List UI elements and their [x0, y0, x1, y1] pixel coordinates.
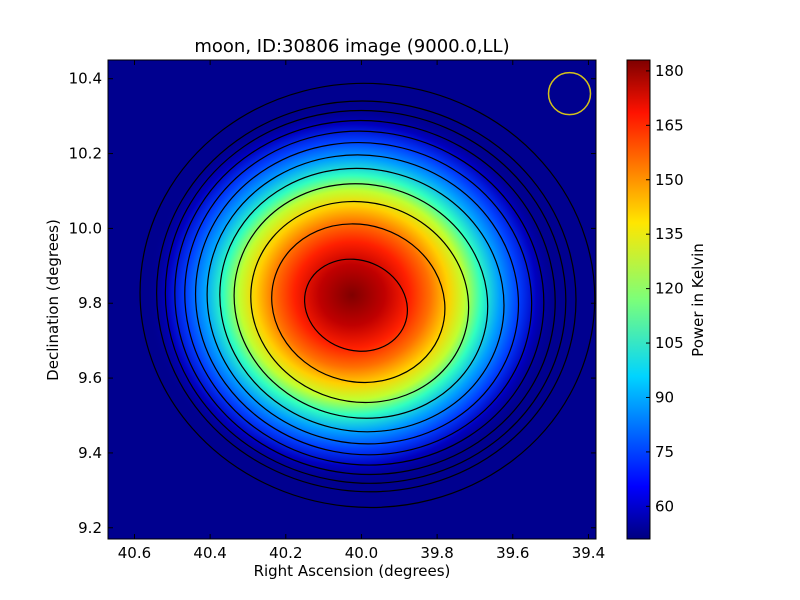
- contour-line: [184, 130, 545, 466]
- contour-line: [194, 141, 533, 456]
- contour-line: [303, 258, 409, 352]
- x-axis-label: Right Ascension (degrees): [254, 562, 451, 580]
- x-tick-label: 39.4: [572, 544, 605, 562]
- y-axis-ticks: 9.2 9.4 9.6 9.8 10.0 10.2 10.4: [69, 70, 596, 537]
- contour-line: [164, 109, 567, 484]
- plot-frame: [107, 59, 597, 540]
- colorbar: 60 75 90 105 120 135 150 165 180 Power in Kelvin: [626, 59, 707, 540]
- plot-area: [107, 59, 597, 540]
- y-tick-label: 9.2: [78, 519, 102, 537]
- colorbar-gradient: [626, 59, 651, 540]
- x-axis-ticks: 40.6 40.4 40.2 40.0 39.8 39.6 39.4: [118, 60, 605, 562]
- colorbar-ticks: 60 75 90 105 120 135 150 165 180: [646, 62, 684, 515]
- contour-line: [139, 82, 596, 509]
- x-tick-label: 39.6: [496, 544, 529, 562]
- chart-title: moon, ID:30806 image (9000.0,LL): [194, 36, 509, 57]
- x-tick-label: 40.4: [193, 544, 226, 562]
- colorbar-tick-label: 105: [655, 334, 684, 352]
- x-tick-label: 40.0: [345, 544, 378, 562]
- colorbar-tick-label: 165: [655, 116, 684, 134]
- colorbar-tick-label: 60: [655, 497, 674, 515]
- y-tick-label: 9.6: [78, 369, 102, 387]
- y-tick-label: 9.4: [78, 444, 102, 462]
- colorbar-tick-label: 150: [655, 171, 684, 189]
- x-tick-label: 39.8: [420, 544, 453, 562]
- contour-line: [174, 119, 556, 476]
- contour-line: [233, 183, 489, 419]
- contour-line: [271, 223, 446, 384]
- colorbar-tick-label: 75: [655, 443, 674, 461]
- y-tick-label: 9.8: [78, 294, 102, 312]
- colorbar-tick-label: 180: [655, 62, 684, 80]
- colorbar-tick-label: 135: [655, 225, 684, 243]
- colorbar-tick-label: 120: [655, 280, 684, 298]
- contour-line: [250, 200, 470, 404]
- contour-line: [219, 167, 505, 433]
- x-tick-label: 40.6: [118, 544, 151, 562]
- colorbar-label: Power in Kelvin: [689, 243, 707, 357]
- y-tick-label: 10.4: [69, 70, 102, 88]
- contour-line: [206, 154, 520, 445]
- y-tick-label: 10.0: [69, 219, 102, 237]
- y-tick-label: 10.2: [69, 145, 102, 163]
- colorbar-tick-label: 90: [655, 388, 674, 406]
- beam-marker: [547, 71, 592, 116]
- y-axis-label: Declination (degrees): [44, 219, 62, 381]
- emission-blob: [147, 105, 557, 485]
- x-tick-label: 40.2: [269, 544, 302, 562]
- contour-lines: [139, 82, 596, 509]
- contour-line: [156, 100, 577, 493]
